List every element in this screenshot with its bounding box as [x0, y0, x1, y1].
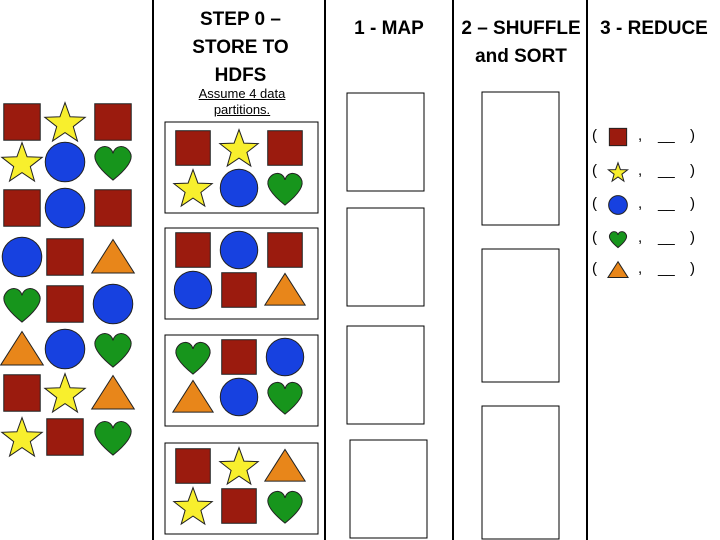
reduce-star-icon — [606, 161, 630, 183]
input-circle-icon — [44, 141, 86, 183]
map-title: 1 - MAP — [354, 18, 424, 39]
map-box-4 — [349, 439, 428, 539]
reduce-row-open-paren: ( — [592, 127, 597, 144]
partition-2-circle-icon — [173, 270, 213, 310]
input-square-icon — [3, 103, 41, 141]
partition-1-heart-icon — [267, 172, 303, 206]
partition-1-star-icon — [172, 168, 214, 208]
reduce-row-comma: , — [638, 195, 643, 212]
input-heart-icon — [94, 333, 132, 368]
reduce-row-comma: , — [638, 229, 643, 246]
partition-3-circle-icon — [219, 377, 259, 417]
input-star-icon — [43, 372, 87, 414]
input-circle-icon — [92, 283, 134, 325]
step0-note-line2: partitions. — [213, 102, 271, 117]
reduce-row-close-paren: ) — [690, 127, 695, 144]
input-square-icon — [3, 189, 41, 227]
reduce-triangle-icon — [607, 260, 629, 279]
shuffle-title-line1: 2 – SHUFFLE — [461, 18, 581, 39]
reduce-row-blank: __ — [658, 229, 675, 246]
input-square-icon — [94, 103, 132, 141]
input-heart-icon — [94, 146, 132, 181]
reduce-row-close-paren: ) — [690, 162, 695, 179]
input-triangle-icon — [90, 374, 136, 410]
input-square-icon — [46, 418, 84, 456]
reduce-row-comma: , — [638, 127, 643, 144]
reduce-title: 3 - REDUCE — [600, 18, 708, 39]
partition-3-heart-icon — [267, 381, 303, 415]
reduce-heart-icon — [608, 231, 628, 249]
shuffle-title: 2 – SHUFFLE and SORT — [456, 15, 586, 71]
partition-2-square-icon — [175, 232, 211, 268]
shuffle-title-line2: and SORT — [475, 46, 567, 67]
partition-4-square-icon — [221, 488, 257, 524]
reduce-row-close-paren: ) — [690, 229, 695, 246]
step0-title-line1: STEP 0 – — [200, 9, 281, 30]
step0-note: Assume 4 data partitions. — [168, 86, 316, 118]
reduce-row-blank: __ — [658, 260, 675, 277]
input-star-icon — [43, 101, 87, 143]
input-square-icon — [3, 374, 41, 412]
shuffle-box-3 — [481, 405, 560, 540]
map-box-3 — [346, 325, 425, 425]
partition-2-triangle-icon — [263, 272, 307, 306]
reduce-row-open-paren: ( — [592, 229, 597, 246]
partition-1-square-icon — [267, 130, 303, 166]
input-triangle-icon — [0, 330, 45, 366]
shuffle-box-1 — [481, 91, 560, 226]
input-circle-icon — [44, 187, 86, 229]
reduce-circle-icon — [608, 195, 628, 215]
partition-box-1 — [164, 121, 319, 214]
partition-4-star-icon — [218, 446, 260, 486]
input-star-icon — [0, 141, 44, 183]
input-square-icon — [46, 238, 84, 276]
partition-3-square-icon — [221, 339, 257, 375]
partition-3-circle-icon — [265, 337, 305, 377]
input-circle-icon — [44, 328, 86, 370]
input-star-icon — [0, 416, 44, 458]
reduce-row-close-paren: ) — [690, 195, 695, 212]
partition-1-square-icon — [175, 130, 211, 166]
partition-4-heart-icon — [267, 490, 303, 524]
input-square-icon — [94, 189, 132, 227]
step0-title-line2: STORE TO — [192, 37, 289, 58]
partition-3-triangle-icon — [171, 379, 215, 413]
input-circle-icon — [1, 236, 43, 278]
partition-4-triangle-icon — [263, 448, 307, 482]
map-box-2 — [346, 207, 425, 307]
reduce-row-close-paren: ) — [690, 260, 695, 277]
reduce-row-open-paren: ( — [592, 260, 597, 277]
partition-1-star-icon — [218, 128, 260, 168]
partition-box-2 — [164, 227, 319, 320]
partition-2-square-icon — [221, 272, 257, 308]
partition-2-square-icon — [267, 232, 303, 268]
partition-4-star-icon — [172, 486, 214, 526]
reduce-row-blank: __ — [658, 162, 675, 179]
input-triangle-icon — [90, 238, 136, 274]
reduce-row-comma: , — [638, 162, 643, 179]
reduce-square-icon — [608, 127, 628, 147]
partition-3-heart-icon — [175, 341, 211, 375]
reduce-row-blank: __ — [658, 127, 675, 144]
input-heart-icon — [94, 421, 132, 456]
reduce-row-blank: __ — [658, 195, 675, 212]
step0-title-line3: HDFS — [214, 65, 267, 86]
partition-box-4 — [164, 442, 319, 535]
partition-1-circle-icon — [219, 168, 259, 208]
input-heart-icon — [3, 288, 41, 323]
reduce-row-open-paren: ( — [592, 162, 597, 179]
map-box-1 — [346, 92, 425, 192]
reduce-row-open-paren: ( — [592, 195, 597, 212]
step0-title: STEP 0 – STORE TO HDFS — [158, 6, 323, 90]
reduce-row-comma: , — [638, 260, 643, 277]
partition-2-circle-icon — [219, 230, 259, 270]
input-square-icon — [46, 285, 84, 323]
shuffle-box-2 — [481, 248, 560, 383]
partition-box-3 — [164, 334, 319, 427]
partition-4-square-icon — [175, 448, 211, 484]
step0-note-line1: Assume 4 data — [198, 86, 286, 101]
